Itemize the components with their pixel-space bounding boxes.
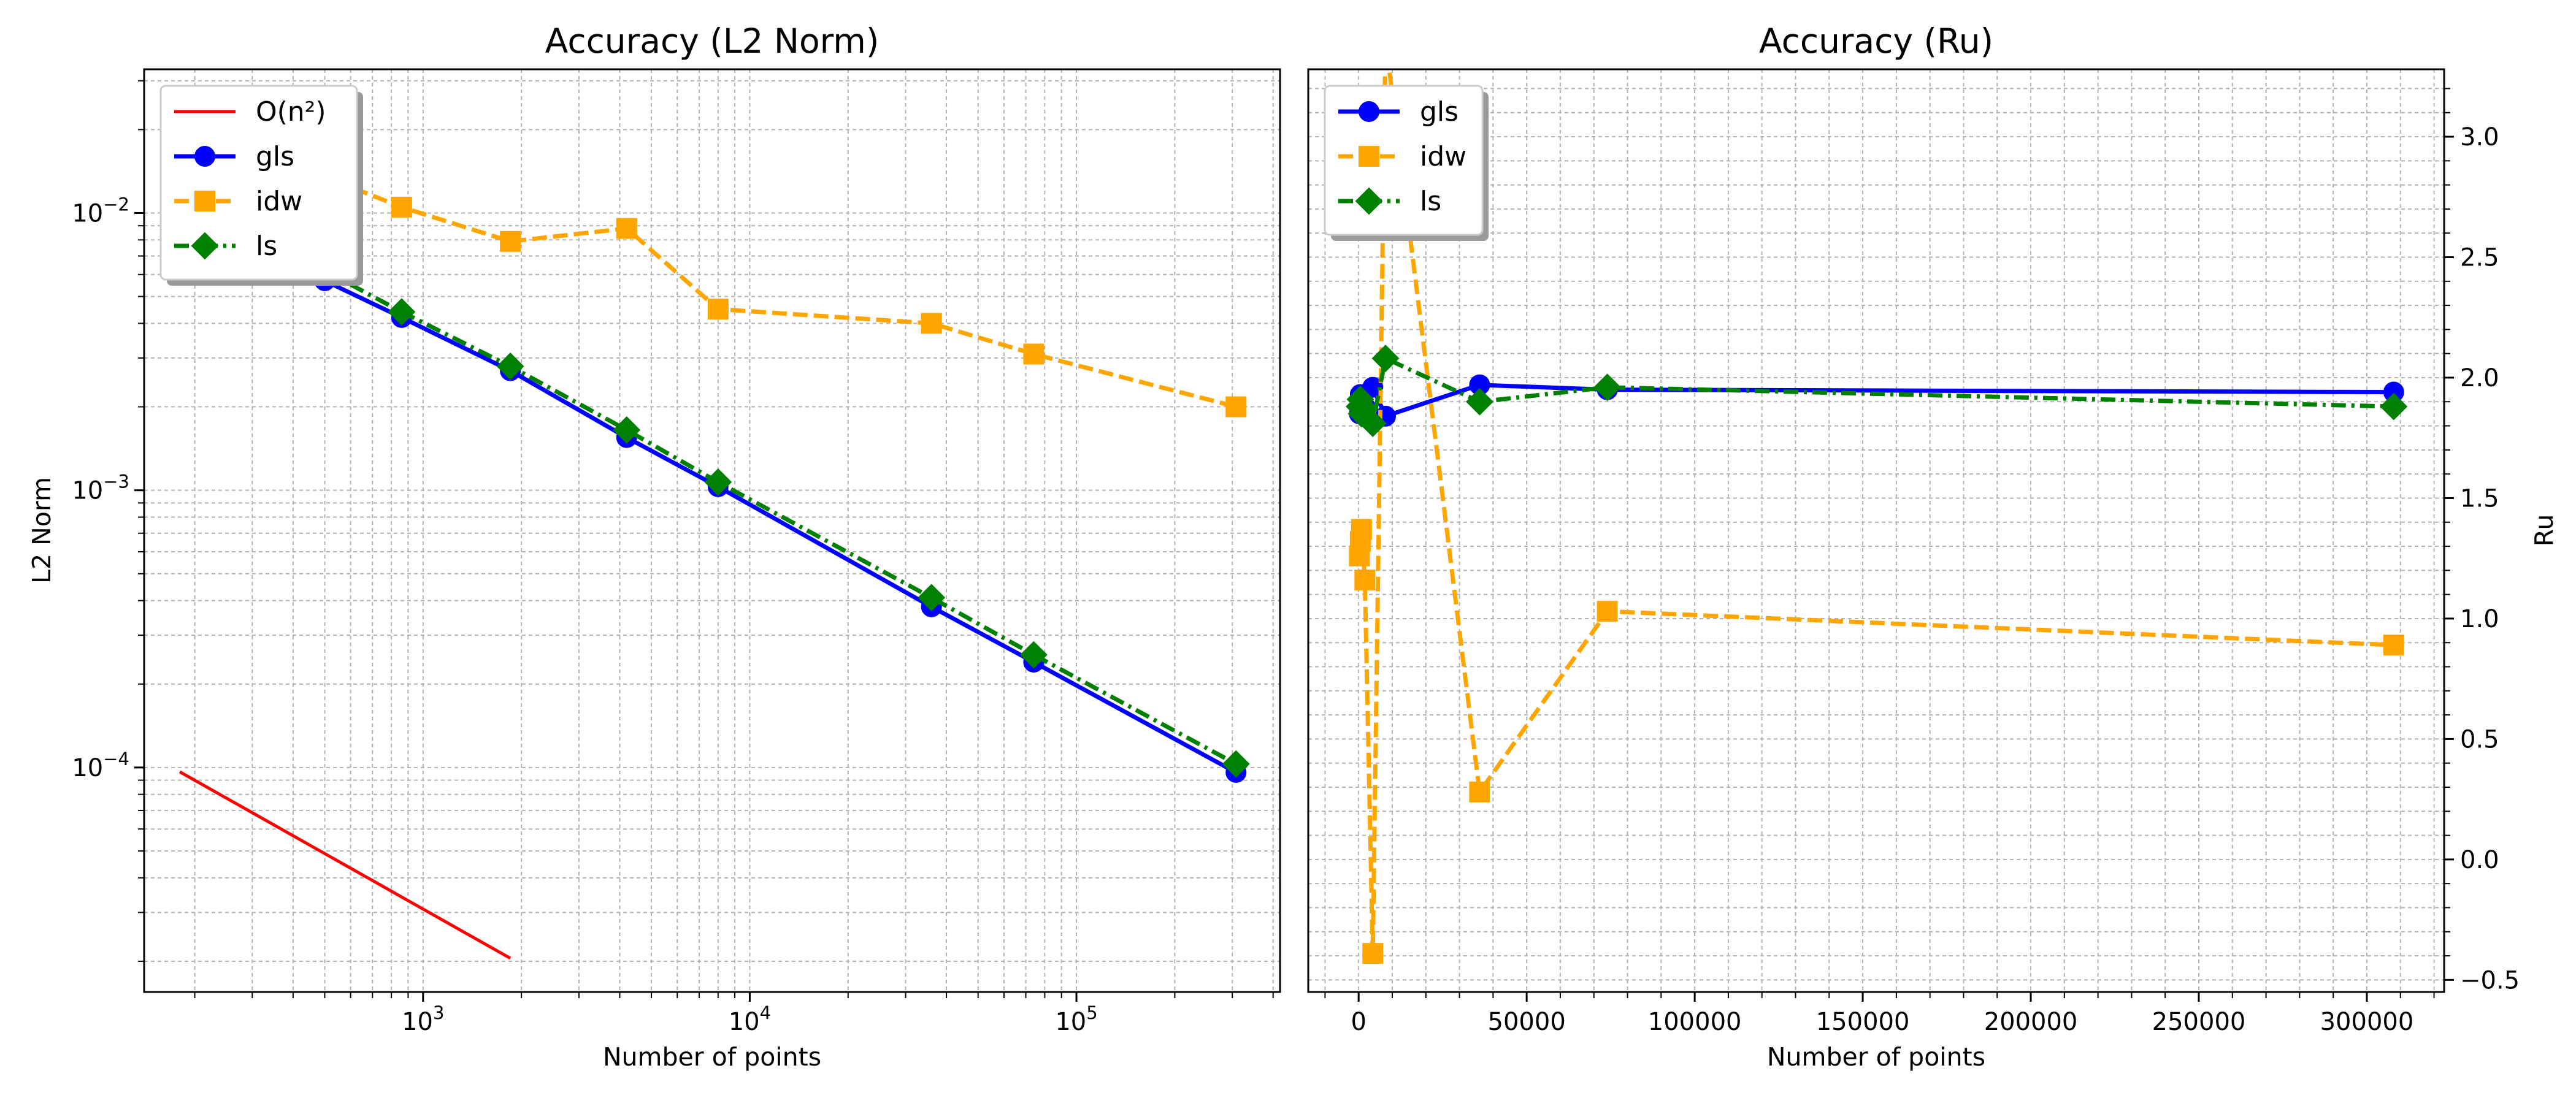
data-point-ls (1019, 641, 1048, 669)
tick-exponent: 5 (1086, 1002, 1097, 1023)
data-point-gls (1362, 376, 1384, 398)
data-point-idw (500, 231, 521, 252)
legend-marker-ls (191, 232, 219, 260)
y-tick-label: 3.0 (2460, 123, 2499, 151)
data-point-idw (1023, 343, 1045, 365)
legend-marker-ls (1355, 187, 1383, 215)
legend-label-ls: ls (256, 231, 277, 262)
data-point-idw (391, 196, 412, 218)
x-tick-label: 103 (402, 1002, 444, 1036)
tick-exponent: −3 (103, 471, 129, 492)
legend-label-gls: gls (256, 141, 294, 172)
y-tick-label: 0.5 (2460, 725, 2499, 753)
x-tick-label: 50000 (1488, 1008, 1566, 1036)
tick-base: 10 (72, 477, 103, 505)
legend-marker-gls (194, 146, 215, 167)
data-point-idw (921, 313, 942, 334)
data-point-ls (613, 416, 641, 444)
tick-base: 10 (402, 1008, 433, 1036)
data-point-ls (1359, 410, 1387, 438)
legend-label-gls: gls (1420, 96, 1459, 128)
data-point-idw (616, 218, 637, 239)
tick-base: 10 (729, 1008, 760, 1036)
legend-label-ls: ls (1420, 186, 1441, 217)
data-point-idw (1354, 570, 1376, 591)
data-point-ls (1593, 373, 1622, 402)
tick-exponent: 4 (760, 1002, 771, 1023)
major-gridlines (1308, 69, 2444, 992)
legend-label-idw: idw (256, 186, 302, 217)
data-point-idw (1597, 601, 1618, 622)
y-tick-label: 10−2 (72, 194, 129, 227)
data-point-ls (496, 353, 524, 380)
y-tick-label: 10−3 (72, 471, 129, 505)
data-point-ls (918, 584, 946, 612)
y-axis-label: Ru (2529, 514, 2559, 547)
x-tick-label: 250000 (2152, 1008, 2246, 1036)
data-point-ls (388, 298, 416, 326)
data-point-idw (707, 299, 729, 320)
data-point-ls (1222, 750, 1250, 778)
data-point-ls (2380, 392, 2408, 421)
ru-panel: 0 50000 100000 150000 200000 250000 300000 −0.5… (1307, 21, 2559, 1072)
chart-title: Accuracy (L2 Norm) (545, 21, 880, 61)
tick-exponent: −2 (103, 194, 129, 215)
y-tick-label: 0.0 (2460, 846, 2499, 874)
tick-exponent: −4 (103, 749, 129, 769)
data-point-ls (1371, 345, 1400, 372)
plot-frame (143, 68, 1281, 993)
data-point-idw (1469, 781, 1490, 803)
legend-box (159, 85, 358, 281)
tick-base: 10 (72, 199, 103, 227)
data-point-ls (1466, 387, 1493, 416)
y-axis-label: L2 Norm (27, 477, 56, 584)
x-axis-label: Number of points (1767, 1042, 1985, 1072)
axis-ticks: 0 50000 100000 150000 200000 250000 300000 −0.5… (1324, 88, 2520, 1036)
x-tick-label: 300000 (2320, 1008, 2414, 1036)
plot-frame (1307, 68, 2445, 993)
legend-label-o-n: O(n²) (256, 96, 326, 128)
data-point-ls (704, 468, 732, 496)
tick-base: 10 (1055, 1008, 1086, 1036)
series-group (1346, 69, 2408, 964)
tick-exponent: 3 (433, 1002, 444, 1023)
x-tick-label: 150000 (1816, 1008, 1910, 1036)
chart-title: Accuracy (Ru) (1759, 21, 1993, 61)
x-tick-label: 100000 (1648, 1008, 1742, 1036)
series-line-o-n (178, 770, 512, 960)
data-point-idw (1362, 943, 1384, 964)
y-tick-label: 10−4 (72, 749, 129, 782)
y-tick-label: −0.5 (2460, 966, 2520, 994)
legend-label-idw: idw (1420, 141, 1466, 172)
x-tick-label: 105 (1055, 1002, 1097, 1036)
data-point-idw (1225, 396, 1247, 418)
legend-marker-gls (1359, 101, 1379, 122)
minor-gridlines (1308, 69, 2444, 992)
data-point-idw (2383, 635, 2404, 656)
x-tick-label: 104 (729, 1002, 771, 1036)
minor-gridlines (144, 69, 1280, 992)
y-tick-label: 2.0 (2460, 364, 2499, 392)
tick-base: 10 (72, 754, 103, 782)
y-tick-label: 1.5 (2460, 484, 2499, 513)
x-tick-label: 0 (1351, 1008, 1366, 1036)
legend-marker-idw (194, 191, 215, 212)
legend: O(n²) gls idw ls (159, 85, 363, 286)
x-axis-label: Number of points (603, 1042, 821, 1072)
legend: gls idw ls (1324, 85, 1489, 241)
y-tick-label: 1.0 (2460, 605, 2499, 633)
x-tick-label: 200000 (1984, 1008, 2078, 1036)
data-point-idw (1351, 519, 1372, 540)
y-tick-label: 2.5 (2460, 244, 2499, 272)
legend-marker-idw (1359, 146, 1379, 167)
